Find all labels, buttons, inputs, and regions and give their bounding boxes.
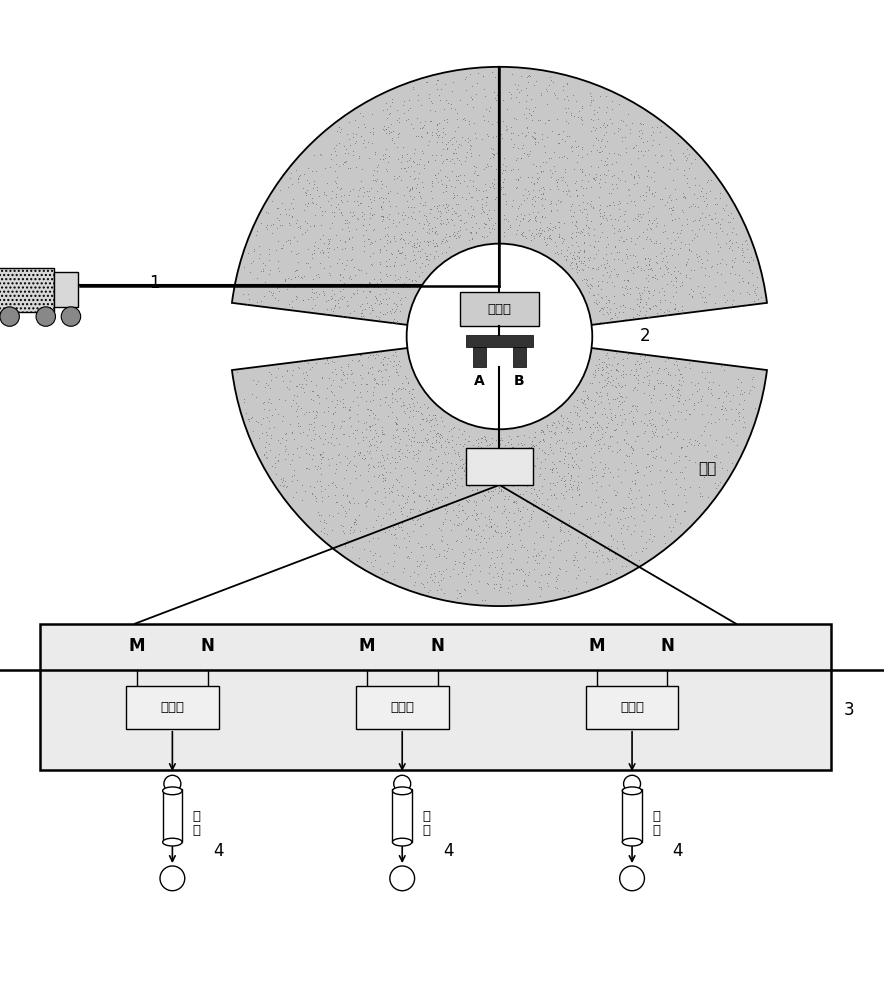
Bar bbox=[467, 448, 532, 485]
Bar bbox=[163, 789, 182, 842]
Bar bbox=[126, 686, 218, 729]
Text: M: M bbox=[129, 637, 145, 655]
Ellipse shape bbox=[392, 787, 412, 795]
Circle shape bbox=[0, 307, 19, 326]
Text: M: M bbox=[359, 637, 375, 655]
Text: 磁
棒: 磁 棒 bbox=[193, 810, 201, 837]
Bar bbox=[0, 268, 54, 312]
Bar bbox=[474, 347, 486, 367]
Circle shape bbox=[393, 775, 411, 792]
Circle shape bbox=[407, 244, 592, 429]
Bar bbox=[513, 347, 525, 367]
Text: M: M bbox=[589, 637, 605, 655]
Text: 3: 3 bbox=[843, 701, 854, 719]
Bar bbox=[392, 789, 412, 842]
Ellipse shape bbox=[163, 838, 182, 846]
Circle shape bbox=[61, 307, 80, 326]
Text: B: B bbox=[514, 374, 525, 388]
Text: 接收机: 接收机 bbox=[390, 701, 415, 714]
Text: N: N bbox=[660, 637, 674, 655]
Bar bbox=[467, 335, 532, 347]
Text: 接收机: 接收机 bbox=[620, 701, 644, 714]
Text: A: A bbox=[474, 374, 485, 388]
Circle shape bbox=[36, 307, 56, 326]
Circle shape bbox=[160, 866, 185, 891]
Text: 4: 4 bbox=[673, 842, 683, 860]
Ellipse shape bbox=[622, 838, 642, 846]
Text: N: N bbox=[201, 637, 215, 655]
Circle shape bbox=[623, 775, 641, 792]
Text: 磁
棒: 磁 棒 bbox=[423, 810, 431, 837]
Wedge shape bbox=[232, 67, 767, 336]
Text: 4: 4 bbox=[213, 842, 224, 860]
Ellipse shape bbox=[163, 787, 182, 795]
Ellipse shape bbox=[392, 838, 412, 846]
Text: 1: 1 bbox=[149, 274, 160, 292]
Bar bbox=[460, 292, 539, 326]
Bar bbox=[40, 624, 831, 770]
Bar bbox=[585, 686, 678, 729]
Circle shape bbox=[164, 775, 181, 792]
Bar bbox=[355, 686, 449, 729]
Text: N: N bbox=[431, 637, 445, 655]
Bar bbox=[54, 272, 78, 307]
Text: 接收机: 接收机 bbox=[160, 701, 185, 714]
Bar bbox=[622, 789, 642, 842]
Text: 4: 4 bbox=[443, 842, 453, 860]
Text: 发送机: 发送机 bbox=[487, 303, 512, 316]
Circle shape bbox=[390, 866, 415, 891]
Circle shape bbox=[620, 866, 644, 891]
Wedge shape bbox=[232, 336, 767, 606]
Text: 测点: 测点 bbox=[698, 462, 716, 477]
Text: 2: 2 bbox=[640, 327, 651, 345]
Text: 磁
棒: 磁 棒 bbox=[652, 810, 660, 837]
Ellipse shape bbox=[622, 787, 642, 795]
